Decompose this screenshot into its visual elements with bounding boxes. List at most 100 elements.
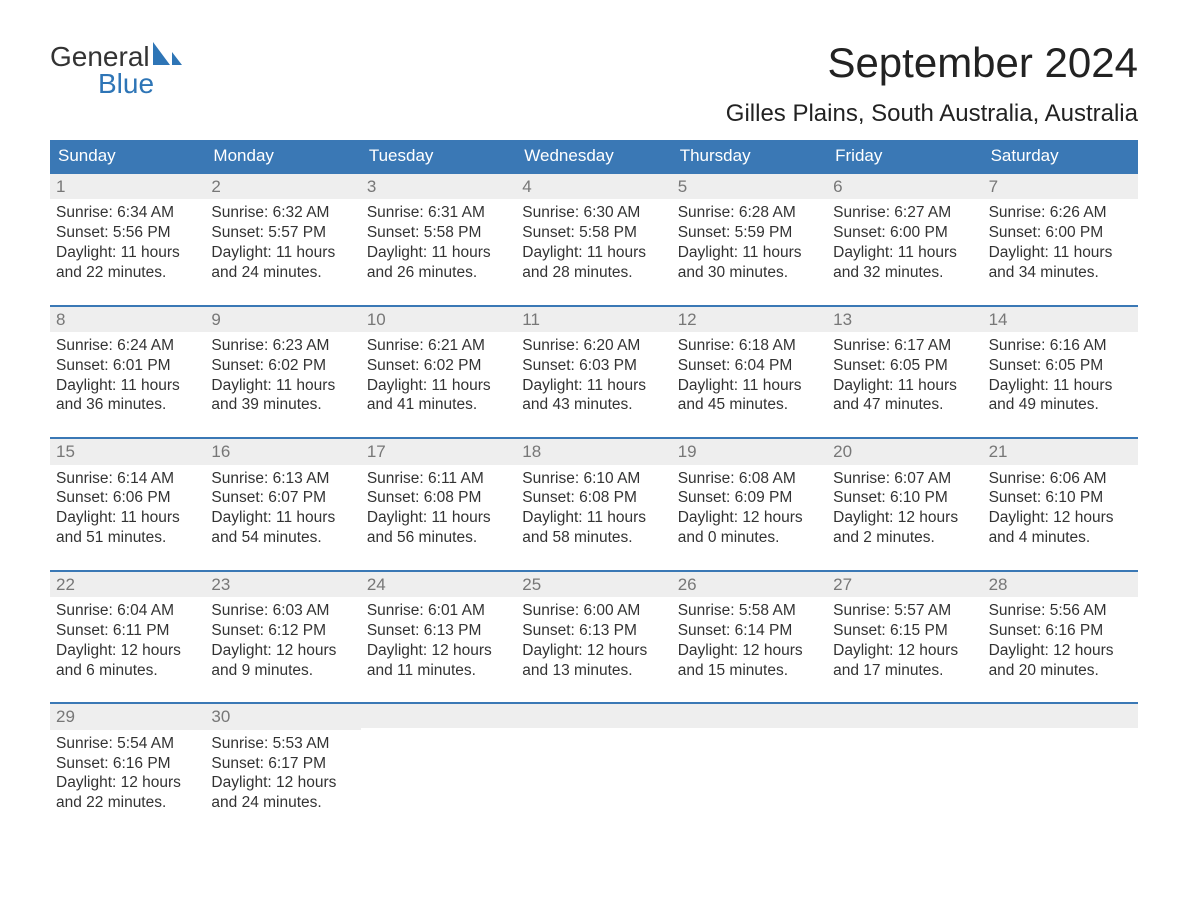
day-sunrise: Sunrise: 6:32 AM bbox=[211, 203, 354, 223]
calendar-day: 4Sunrise: 6:30 AMSunset: 5:58 PMDaylight… bbox=[516, 174, 671, 283]
day-sunrise: Sunrise: 6:08 AM bbox=[678, 469, 821, 489]
sail-icon bbox=[152, 40, 184, 71]
day-number bbox=[827, 704, 982, 728]
day-sunrise: Sunrise: 6:11 AM bbox=[367, 469, 510, 489]
day-sunrise: Sunrise: 6:04 AM bbox=[56, 601, 199, 621]
day-dl1: Daylight: 11 hours bbox=[211, 508, 354, 528]
day-dl1: Daylight: 12 hours bbox=[56, 773, 199, 793]
day-sunset: Sunset: 6:08 PM bbox=[522, 488, 665, 508]
day-number: 11 bbox=[516, 307, 671, 332]
day-sunrise: Sunrise: 5:54 AM bbox=[56, 734, 199, 754]
day-dl1: Daylight: 11 hours bbox=[989, 376, 1132, 396]
day-sunset: Sunset: 6:04 PM bbox=[678, 356, 821, 376]
day-dl2: and 11 minutes. bbox=[367, 661, 510, 681]
day-dl1: Daylight: 11 hours bbox=[56, 376, 199, 396]
day-sunset: Sunset: 6:07 PM bbox=[211, 488, 354, 508]
day-dl2: and 58 minutes. bbox=[522, 528, 665, 548]
day-sunset: Sunset: 6:03 PM bbox=[522, 356, 665, 376]
calendar-week: 22Sunrise: 6:04 AMSunset: 6:11 PMDayligh… bbox=[50, 570, 1138, 681]
day-details: Sunrise: 6:08 AMSunset: 6:09 PMDaylight:… bbox=[672, 465, 827, 548]
day-sunset: Sunset: 6:17 PM bbox=[211, 754, 354, 774]
calendar-day: 15Sunrise: 6:14 AMSunset: 6:06 PMDayligh… bbox=[50, 439, 205, 548]
day-dl2: and 54 minutes. bbox=[211, 528, 354, 548]
day-dl2: and 24 minutes. bbox=[211, 263, 354, 283]
day-dl2: and 4 minutes. bbox=[989, 528, 1132, 548]
day-dl2: and 22 minutes. bbox=[56, 263, 199, 283]
day-dl1: Daylight: 12 hours bbox=[989, 508, 1132, 528]
day-sunset: Sunset: 6:06 PM bbox=[56, 488, 199, 508]
day-number bbox=[361, 704, 516, 728]
page-header: General Blue September 2024 Gilles Plain… bbox=[50, 40, 1138, 128]
calendar-week: 1Sunrise: 6:34 AMSunset: 5:56 PMDaylight… bbox=[50, 172, 1138, 283]
location-label: Gilles Plains, South Australia, Australi… bbox=[726, 100, 1138, 128]
dow-wednesday: Wednesday bbox=[516, 140, 671, 172]
day-details: Sunrise: 6:34 AMSunset: 5:56 PMDaylight:… bbox=[50, 199, 205, 282]
day-number: 4 bbox=[516, 174, 671, 199]
day-sunset: Sunset: 5:57 PM bbox=[211, 223, 354, 243]
calendar-day: 21Sunrise: 6:06 AMSunset: 6:10 PMDayligh… bbox=[983, 439, 1138, 548]
day-details: Sunrise: 6:21 AMSunset: 6:02 PMDaylight:… bbox=[361, 332, 516, 415]
day-number: 26 bbox=[672, 572, 827, 597]
day-dl1: Daylight: 11 hours bbox=[367, 508, 510, 528]
day-dl2: and 45 minutes. bbox=[678, 395, 821, 415]
day-sunrise: Sunrise: 6:18 AM bbox=[678, 336, 821, 356]
day-sunset: Sunset: 6:16 PM bbox=[56, 754, 199, 774]
day-sunrise: Sunrise: 6:13 AM bbox=[211, 469, 354, 489]
day-sunset: Sunset: 6:08 PM bbox=[367, 488, 510, 508]
day-number: 9 bbox=[205, 307, 360, 332]
day-sunset: Sunset: 6:05 PM bbox=[833, 356, 976, 376]
calendar-day: 25Sunrise: 6:00 AMSunset: 6:13 PMDayligh… bbox=[516, 572, 671, 681]
day-number: 27 bbox=[827, 572, 982, 597]
day-details: Sunrise: 6:18 AMSunset: 6:04 PMDaylight:… bbox=[672, 332, 827, 415]
day-number: 8 bbox=[50, 307, 205, 332]
day-sunrise: Sunrise: 6:00 AM bbox=[522, 601, 665, 621]
day-dl1: Daylight: 12 hours bbox=[56, 641, 199, 661]
day-sunset: Sunset: 6:16 PM bbox=[989, 621, 1132, 641]
day-dl1: Daylight: 12 hours bbox=[522, 641, 665, 661]
day-dl2: and 0 minutes. bbox=[678, 528, 821, 548]
day-sunrise: Sunrise: 6:21 AM bbox=[367, 336, 510, 356]
day-sunset: Sunset: 6:10 PM bbox=[833, 488, 976, 508]
day-details: Sunrise: 6:31 AMSunset: 5:58 PMDaylight:… bbox=[361, 199, 516, 282]
calendar-day: 16Sunrise: 6:13 AMSunset: 6:07 PMDayligh… bbox=[205, 439, 360, 548]
day-dl2: and 2 minutes. bbox=[833, 528, 976, 548]
day-dl1: Daylight: 11 hours bbox=[522, 243, 665, 263]
day-sunrise: Sunrise: 6:06 AM bbox=[989, 469, 1132, 489]
day-details: Sunrise: 6:06 AMSunset: 6:10 PMDaylight:… bbox=[983, 465, 1138, 548]
day-number: 15 bbox=[50, 439, 205, 464]
day-dl1: Daylight: 12 hours bbox=[833, 508, 976, 528]
day-sunrise: Sunrise: 5:58 AM bbox=[678, 601, 821, 621]
calendar-day: 24Sunrise: 6:01 AMSunset: 6:13 PMDayligh… bbox=[361, 572, 516, 681]
day-details: Sunrise: 6:30 AMSunset: 5:58 PMDaylight:… bbox=[516, 199, 671, 282]
day-sunset: Sunset: 6:12 PM bbox=[211, 621, 354, 641]
day-dl1: Daylight: 11 hours bbox=[211, 376, 354, 396]
calendar-page: General Blue September 2024 Gilles Plain… bbox=[0, 0, 1188, 853]
day-dl1: Daylight: 11 hours bbox=[522, 376, 665, 396]
day-dl2: and 36 minutes. bbox=[56, 395, 199, 415]
day-dl2: and 15 minutes. bbox=[678, 661, 821, 681]
calendar-day: 26Sunrise: 5:58 AMSunset: 6:14 PMDayligh… bbox=[672, 572, 827, 681]
day-details: Sunrise: 5:57 AMSunset: 6:15 PMDaylight:… bbox=[827, 597, 982, 680]
day-number: 14 bbox=[983, 307, 1138, 332]
day-sunset: Sunset: 6:01 PM bbox=[56, 356, 199, 376]
day-sunset: Sunset: 6:09 PM bbox=[678, 488, 821, 508]
day-number: 2 bbox=[205, 174, 360, 199]
day-dl2: and 20 minutes. bbox=[989, 661, 1132, 681]
title-block: September 2024 Gilles Plains, South Aust… bbox=[726, 40, 1138, 128]
day-sunrise: Sunrise: 6:10 AM bbox=[522, 469, 665, 489]
day-dl2: and 49 minutes. bbox=[989, 395, 1132, 415]
day-details: Sunrise: 5:54 AMSunset: 6:16 PMDaylight:… bbox=[50, 730, 205, 813]
day-dl1: Daylight: 11 hours bbox=[211, 243, 354, 263]
calendar-day: 28Sunrise: 5:56 AMSunset: 6:16 PMDayligh… bbox=[983, 572, 1138, 681]
day-sunset: Sunset: 6:13 PM bbox=[367, 621, 510, 641]
day-details: Sunrise: 6:04 AMSunset: 6:11 PMDaylight:… bbox=[50, 597, 205, 680]
dow-friday: Friday bbox=[827, 140, 982, 172]
day-sunrise: Sunrise: 6:34 AM bbox=[56, 203, 199, 223]
calendar-day bbox=[827, 704, 982, 813]
calendar-day: 19Sunrise: 6:08 AMSunset: 6:09 PMDayligh… bbox=[672, 439, 827, 548]
day-sunrise: Sunrise: 6:27 AM bbox=[833, 203, 976, 223]
day-number: 1 bbox=[50, 174, 205, 199]
day-dl2: and 22 minutes. bbox=[56, 793, 199, 813]
calendar-day: 14Sunrise: 6:16 AMSunset: 6:05 PMDayligh… bbox=[983, 307, 1138, 416]
day-sunrise: Sunrise: 6:03 AM bbox=[211, 601, 354, 621]
